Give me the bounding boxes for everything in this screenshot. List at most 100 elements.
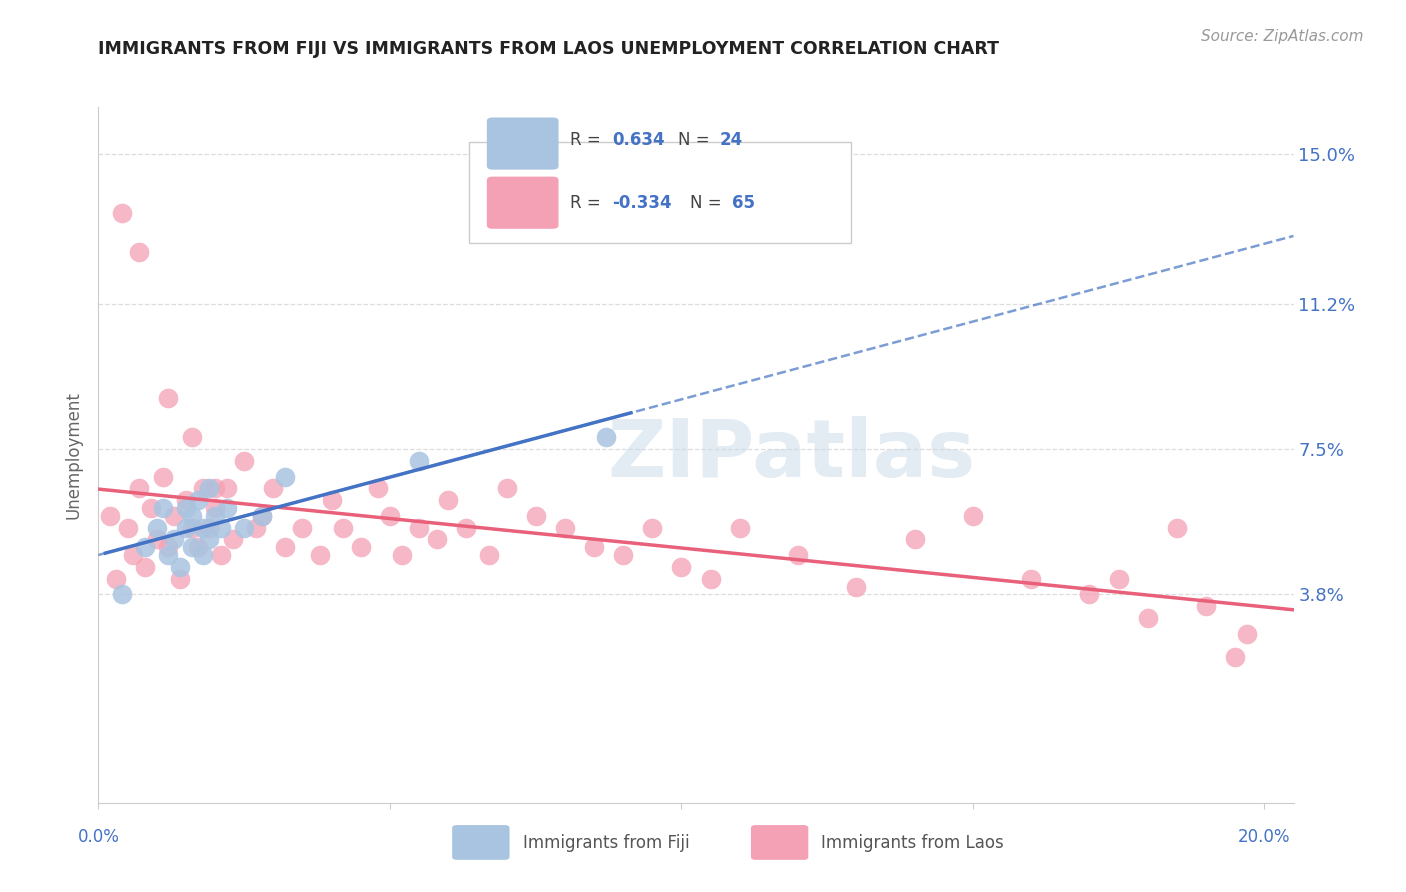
Point <box>291 521 314 535</box>
Point <box>425 533 447 547</box>
Point <box>1236 627 1258 641</box>
Point <box>122 548 145 562</box>
Point <box>145 521 167 535</box>
Point <box>139 500 162 515</box>
Point <box>204 500 226 515</box>
Point <box>163 533 186 547</box>
Point <box>554 521 576 535</box>
Point <box>193 521 215 535</box>
Point <box>180 508 202 523</box>
Y-axis label: Unemployment: Unemployment <box>65 391 83 519</box>
Point <box>186 541 208 555</box>
Point <box>186 493 208 508</box>
Point <box>152 500 174 515</box>
Point <box>378 508 401 523</box>
Point <box>1195 599 1218 614</box>
FancyBboxPatch shape <box>751 825 808 860</box>
Point <box>262 481 284 495</box>
Point <box>157 548 180 562</box>
Point <box>962 508 984 523</box>
Text: -0.334: -0.334 <box>613 194 672 212</box>
FancyBboxPatch shape <box>486 177 558 228</box>
Point <box>128 245 150 260</box>
Point <box>1108 572 1130 586</box>
FancyBboxPatch shape <box>453 825 509 860</box>
Point <box>1019 572 1042 586</box>
Point <box>180 521 202 535</box>
Point <box>174 521 197 535</box>
Text: 24: 24 <box>720 131 744 150</box>
Point <box>699 572 721 586</box>
Point <box>524 508 547 523</box>
Point <box>332 521 354 535</box>
Text: Source: ZipAtlas.com: Source: ZipAtlas.com <box>1201 29 1364 44</box>
Point <box>174 500 197 515</box>
Point <box>209 548 232 562</box>
Point <box>204 481 226 495</box>
Point <box>408 454 430 468</box>
Point <box>193 548 215 562</box>
Point <box>111 587 134 601</box>
Point <box>180 541 202 555</box>
Point <box>198 481 221 495</box>
Point <box>582 541 605 555</box>
Text: N =: N = <box>690 194 727 212</box>
Point <box>204 508 226 523</box>
Point <box>1078 587 1101 601</box>
Point <box>728 521 751 535</box>
Point <box>437 493 460 508</box>
Point <box>221 533 243 547</box>
Point <box>250 508 273 523</box>
Point <box>180 430 202 444</box>
Point <box>198 533 221 547</box>
Point <box>163 508 186 523</box>
Point <box>169 560 191 574</box>
Point <box>198 521 221 535</box>
Point <box>233 454 256 468</box>
Text: IMMIGRANTS FROM FIJI VS IMMIGRANTS FROM LAOS UNEMPLOYMENT CORRELATION CHART: IMMIGRANTS FROM FIJI VS IMMIGRANTS FROM … <box>98 40 1000 58</box>
Point <box>274 541 297 555</box>
Point <box>1166 521 1188 535</box>
Point <box>157 391 180 405</box>
Text: R =: R = <box>571 194 606 212</box>
Text: 0.634: 0.634 <box>613 131 665 150</box>
Text: R =: R = <box>571 131 606 150</box>
Point <box>845 580 868 594</box>
Point <box>193 481 215 495</box>
FancyBboxPatch shape <box>470 142 852 243</box>
Point <box>117 521 139 535</box>
Point <box>152 469 174 483</box>
Point <box>209 521 232 535</box>
Point <box>104 572 127 586</box>
Point <box>111 206 134 220</box>
Text: N =: N = <box>678 131 714 150</box>
Point <box>1225 650 1247 665</box>
Point <box>495 481 517 495</box>
Point <box>321 493 343 508</box>
Text: Immigrants from Laos: Immigrants from Laos <box>821 834 1004 852</box>
Point <box>595 430 617 444</box>
Text: 0.0%: 0.0% <box>77 828 120 846</box>
Point <box>128 481 150 495</box>
Point <box>367 481 389 495</box>
Point <box>671 560 693 574</box>
Point <box>250 508 273 523</box>
Point <box>157 541 180 555</box>
Point <box>245 521 267 535</box>
Text: 65: 65 <box>733 194 755 212</box>
Point <box>350 541 373 555</box>
Point <box>134 541 156 555</box>
Point <box>408 521 430 535</box>
FancyBboxPatch shape <box>486 118 558 169</box>
Point <box>274 469 297 483</box>
Point <box>903 533 925 547</box>
Point <box>98 508 121 523</box>
Point <box>309 548 332 562</box>
Text: ZIPatlas: ZIPatlas <box>607 416 976 494</box>
Text: 20.0%: 20.0% <box>1239 828 1291 846</box>
Point <box>787 548 810 562</box>
Point <box>233 521 256 535</box>
Point <box>454 521 477 535</box>
Text: Immigrants from Fiji: Immigrants from Fiji <box>523 834 689 852</box>
Point <box>1136 611 1159 625</box>
